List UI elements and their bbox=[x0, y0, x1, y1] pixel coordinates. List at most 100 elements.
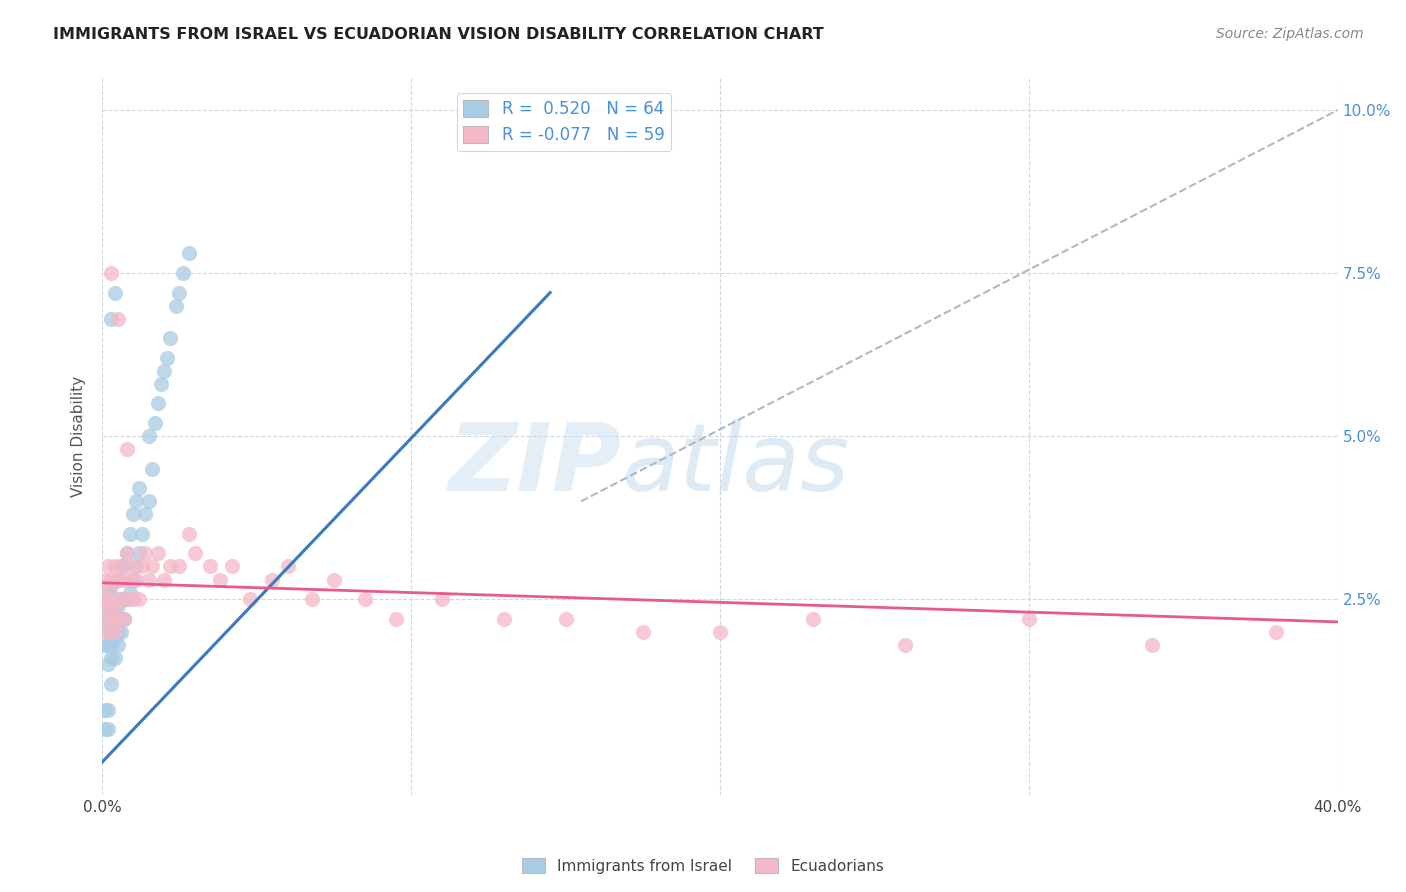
Point bbox=[94, 723, 117, 737]
Point bbox=[141, 559, 163, 574]
Point bbox=[94, 703, 117, 717]
Point bbox=[125, 559, 148, 574]
Point bbox=[112, 559, 135, 574]
Point bbox=[110, 624, 132, 639]
Point bbox=[97, 599, 120, 613]
Point bbox=[122, 573, 145, 587]
Point bbox=[184, 546, 207, 560]
Text: IMMIGRANTS FROM ISRAEL VS ECUADORIAN VISION DISABILITY CORRELATION CHART: IMMIGRANTS FROM ISRAEL VS ECUADORIAN VIS… bbox=[53, 27, 824, 42]
Point bbox=[131, 527, 153, 541]
Point bbox=[112, 612, 135, 626]
Point bbox=[169, 285, 191, 300]
Point bbox=[100, 579, 122, 593]
Point bbox=[128, 481, 150, 495]
Point bbox=[159, 559, 181, 574]
Point bbox=[1142, 638, 1164, 652]
Point bbox=[128, 592, 150, 607]
Y-axis label: Vision Disability: Vision Disability bbox=[72, 376, 86, 497]
Point bbox=[107, 573, 129, 587]
Point bbox=[97, 599, 120, 613]
Point bbox=[492, 612, 515, 626]
Point bbox=[110, 612, 132, 626]
Point bbox=[149, 376, 172, 391]
Point bbox=[159, 331, 181, 345]
Point bbox=[208, 573, 231, 587]
Point bbox=[103, 650, 125, 665]
Point bbox=[97, 585, 120, 599]
Point bbox=[115, 442, 138, 456]
Point bbox=[138, 494, 160, 508]
Point bbox=[165, 299, 187, 313]
Point bbox=[125, 494, 148, 508]
Point bbox=[141, 461, 163, 475]
Point bbox=[97, 723, 120, 737]
Point bbox=[110, 559, 132, 574]
Point bbox=[100, 650, 122, 665]
Point bbox=[177, 527, 200, 541]
Point bbox=[100, 612, 122, 626]
Point bbox=[430, 592, 453, 607]
Point bbox=[153, 573, 176, 587]
Point bbox=[146, 546, 169, 560]
Point bbox=[107, 311, 129, 326]
Point bbox=[107, 599, 129, 613]
Point bbox=[115, 592, 138, 607]
Point bbox=[153, 364, 176, 378]
Point bbox=[131, 559, 153, 574]
Point bbox=[112, 612, 135, 626]
Point bbox=[100, 677, 122, 691]
Point bbox=[97, 638, 120, 652]
Point bbox=[262, 573, 284, 587]
Point bbox=[156, 351, 179, 365]
Point bbox=[107, 612, 129, 626]
Point bbox=[709, 624, 731, 639]
Point bbox=[138, 429, 160, 443]
Legend: Immigrants from Israel, Ecuadorians: Immigrants from Israel, Ecuadorians bbox=[516, 852, 890, 880]
Point bbox=[112, 573, 135, 587]
Point bbox=[94, 612, 117, 626]
Point bbox=[94, 592, 117, 607]
Point bbox=[107, 573, 129, 587]
Point bbox=[100, 612, 122, 626]
Point bbox=[554, 612, 576, 626]
Point bbox=[107, 638, 129, 652]
Point bbox=[110, 592, 132, 607]
Point bbox=[100, 592, 122, 607]
Point bbox=[97, 579, 120, 593]
Point bbox=[172, 266, 194, 280]
Point bbox=[134, 508, 156, 522]
Point bbox=[97, 559, 120, 574]
Point bbox=[1265, 624, 1288, 639]
Point bbox=[94, 573, 117, 587]
Point bbox=[128, 546, 150, 560]
Point bbox=[384, 612, 406, 626]
Point bbox=[103, 605, 125, 619]
Point bbox=[100, 624, 122, 639]
Point bbox=[100, 311, 122, 326]
Point bbox=[94, 592, 117, 607]
Point bbox=[97, 657, 120, 672]
Point bbox=[894, 638, 917, 652]
Point bbox=[115, 546, 138, 560]
Point bbox=[631, 624, 654, 639]
Point bbox=[200, 559, 222, 574]
Point bbox=[125, 573, 148, 587]
Point bbox=[103, 631, 125, 645]
Point bbox=[143, 416, 166, 430]
Point bbox=[134, 546, 156, 560]
Point bbox=[100, 599, 122, 613]
Point bbox=[221, 559, 243, 574]
Point bbox=[118, 585, 141, 599]
Point bbox=[110, 559, 132, 574]
Point bbox=[107, 612, 129, 626]
Point bbox=[97, 703, 120, 717]
Point bbox=[94, 638, 117, 652]
Point bbox=[239, 592, 262, 607]
Point bbox=[103, 599, 125, 613]
Point bbox=[103, 285, 125, 300]
Text: Source: ZipAtlas.com: Source: ZipAtlas.com bbox=[1216, 27, 1364, 41]
Point bbox=[118, 527, 141, 541]
Text: atlas: atlas bbox=[621, 419, 849, 510]
Point bbox=[107, 624, 129, 639]
Point bbox=[122, 559, 145, 574]
